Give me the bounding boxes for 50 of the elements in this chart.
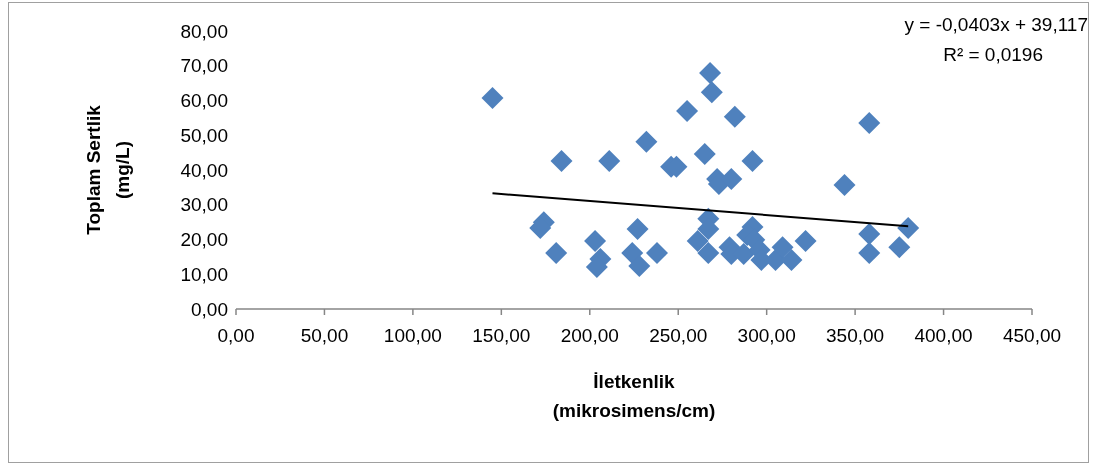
point	[771, 236, 794, 259]
x-tick-label: 250,00	[649, 325, 708, 346]
y-tick-label: 30,00	[180, 194, 228, 216]
annotation: R² = 0,0196	[943, 44, 1043, 65]
point	[481, 87, 504, 110]
point	[723, 105, 746, 128]
x-tick-label: 150,00	[472, 325, 531, 346]
x-tick-label: 100,00	[383, 325, 442, 346]
y-tick-label: 60,00	[180, 90, 228, 112]
point	[780, 249, 803, 271]
point	[584, 229, 607, 252]
point	[699, 62, 722, 85]
point	[888, 236, 911, 259]
point	[693, 143, 716, 166]
point	[858, 112, 881, 135]
point	[858, 242, 881, 265]
point	[646, 242, 668, 265]
point	[697, 242, 720, 265]
point	[794, 229, 817, 252]
point	[598, 149, 621, 172]
point	[686, 229, 709, 252]
x-tick-label: 350,00	[826, 325, 885, 346]
x-tick-label: 400,00	[914, 325, 973, 346]
point	[626, 218, 649, 241]
y-tick-label: 70,00	[180, 55, 228, 77]
point	[741, 149, 764, 172]
y-tick-label: 20,00	[180, 229, 228, 251]
y-tick-label: 50,00	[180, 124, 228, 146]
x-tick-label: 0,00	[217, 325, 255, 346]
x-tick-label: 450,00	[1002, 325, 1062, 346]
point	[858, 222, 881, 245]
x-tick-label: 50,00	[300, 325, 349, 346]
point	[545, 242, 568, 265]
y-tick-label: 0,00	[191, 298, 228, 320]
point	[676, 99, 699, 122]
point	[833, 173, 856, 196]
point	[628, 254, 651, 277]
x-tick-label: 300,00	[737, 325, 796, 346]
y-tick-label: 40,00	[180, 159, 228, 181]
point	[635, 130, 658, 153]
x-axis-title: İletkenlik (mikrosimens/cm)	[552, 371, 716, 421]
point	[621, 242, 644, 265]
y-axis-title: Toplam Sertlik (mg/L)	[83, 104, 133, 235]
x-tick-label: 200,00	[560, 325, 619, 346]
annotation: y = -0,0403x + 39,117	[904, 14, 1088, 35]
point	[897, 217, 920, 240]
point	[550, 149, 573, 172]
y-tick-label: 80,00	[180, 20, 228, 42]
y-tick-label: 10,00	[180, 263, 228, 285]
point	[700, 81, 723, 104]
